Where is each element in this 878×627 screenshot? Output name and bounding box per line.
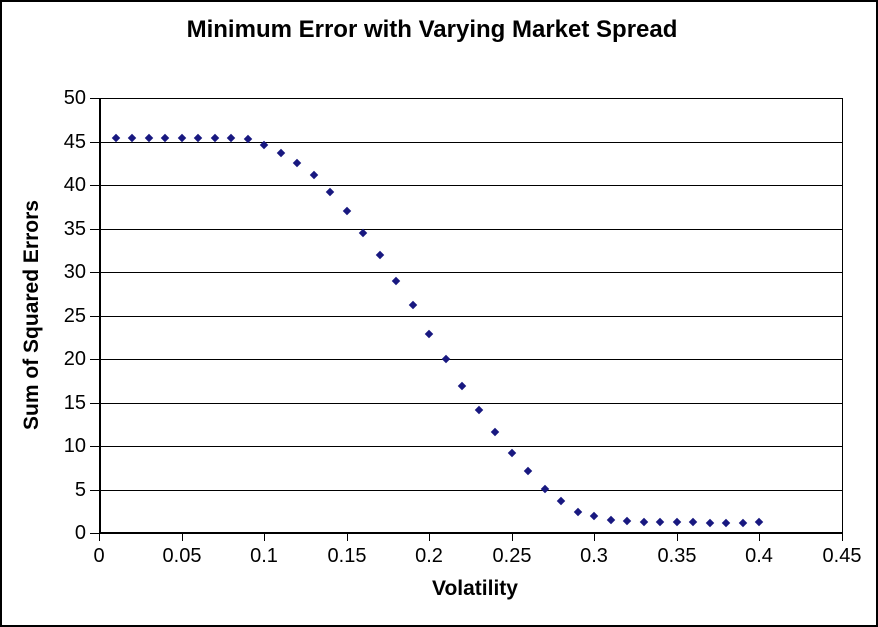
- data-point-marker: [755, 517, 764, 526]
- data-point-marker: [507, 448, 517, 458]
- y-axis-tick: [90, 185, 99, 186]
- x-axis-tick: [429, 533, 430, 541]
- data-point-marker: [226, 133, 236, 143]
- data-point-marker: [738, 518, 748, 527]
- y-tick-label: 45: [63, 131, 86, 153]
- x-tick-label: 0.2: [415, 545, 443, 567]
- data-point-marker: [391, 276, 401, 285]
- data-point-marker: [127, 133, 137, 143]
- data-point-marker: [309, 171, 318, 180]
- y-axis-tick: [90, 359, 99, 360]
- data-point-marker: [590, 512, 599, 521]
- plot-right-border: [842, 98, 843, 533]
- y-tick-label: 50: [63, 87, 86, 109]
- h-gridline: [99, 403, 842, 404]
- data-point-marker: [292, 159, 302, 168]
- data-point-marker: [160, 133, 170, 143]
- h-gridline: [99, 229, 842, 230]
- data-point-marker: [672, 517, 682, 526]
- x-axis-tick: [759, 533, 760, 541]
- y-axis-tick: [90, 533, 99, 534]
- h-gridline: [99, 490, 842, 491]
- data-point-marker: [491, 427, 500, 437]
- y-tick-label: 20: [63, 348, 86, 370]
- y-tick-label: 25: [63, 305, 86, 327]
- data-point-marker: [408, 300, 417, 310]
- x-axis-tick: [182, 533, 183, 541]
- y-axis-line: [99, 98, 101, 533]
- x-tick-label: 0.45: [822, 545, 862, 567]
- data-point-marker: [210, 133, 219, 143]
- data-point-marker: [606, 515, 616, 525]
- data-point-marker: [441, 354, 450, 364]
- data-point-marker: [639, 517, 649, 526]
- data-point-marker: [524, 466, 533, 476]
- h-gridline: [99, 185, 842, 186]
- y-tick-label: 10: [63, 435, 86, 457]
- data-point-marker: [111, 133, 120, 143]
- y-tick-label: 30: [63, 261, 86, 283]
- x-tick-label: 0.3: [580, 545, 608, 567]
- x-axis-tick: [594, 533, 595, 541]
- y-tick-label: 5: [74, 479, 86, 501]
- data-point-marker: [193, 133, 203, 143]
- x-axis-title: Volatility: [432, 577, 518, 600]
- x-tick-label: 0.05: [162, 545, 202, 567]
- y-axis-tick: [90, 142, 99, 143]
- x-axis-tick: [99, 533, 100, 541]
- h-gridline: [99, 316, 842, 317]
- data-point-marker: [474, 406, 483, 415]
- x-axis-tick: [512, 533, 513, 541]
- data-point-marker: [656, 517, 665, 526]
- x-tick-label: 0.15: [327, 545, 367, 567]
- y-axis-tick: [90, 272, 99, 273]
- data-point-marker: [689, 517, 698, 526]
- data-point-marker: [540, 484, 550, 493]
- y-tick-label: 15: [63, 392, 86, 414]
- data-point-marker: [325, 187, 335, 197]
- data-point-marker: [623, 516, 632, 526]
- h-gridline: [99, 142, 842, 143]
- x-tick-label: 0: [93, 545, 105, 567]
- x-tick-label: 0.35: [657, 545, 697, 567]
- x-tick-label: 0.4: [745, 545, 773, 567]
- data-point-marker: [457, 381, 467, 391]
- x-axis-tick: [842, 533, 843, 541]
- data-point-marker: [424, 329, 434, 339]
- x-axis-tick: [264, 533, 265, 541]
- data-point-marker: [276, 148, 285, 158]
- y-tick-label: 40: [63, 174, 86, 196]
- x-tick-label: 0.25: [492, 545, 532, 567]
- data-point-marker: [557, 496, 566, 506]
- y-tick-label: 35: [63, 218, 86, 240]
- h-gridline: [99, 359, 842, 360]
- data-point-marker: [177, 133, 186, 143]
- data-point-marker: [144, 133, 153, 143]
- x-axis-tick: [347, 533, 348, 541]
- data-point-marker: [573, 507, 583, 517]
- h-gridline: [99, 272, 842, 273]
- data-point-marker: [705, 518, 715, 527]
- y-axis-tick: [90, 446, 99, 447]
- x-tick-label: 0.1: [250, 545, 278, 567]
- data-point-marker: [375, 251, 384, 260]
- x-axis-line: [99, 532, 842, 534]
- data-point-marker: [722, 518, 731, 527]
- y-axis-tick: [90, 490, 99, 491]
- h-gridline: [99, 98, 842, 99]
- chart-title: Minimum Error with Varying Market Spread: [186, 16, 678, 43]
- y-tick-label: 0: [74, 522, 86, 544]
- y-axis-tick: [90, 403, 99, 404]
- y-axis-tick: [90, 98, 99, 99]
- data-point-marker: [342, 206, 351, 216]
- y-axis-tick: [90, 316, 99, 317]
- x-axis-tick: [677, 533, 678, 541]
- y-axis-tick: [90, 229, 99, 230]
- h-gridline: [99, 446, 842, 447]
